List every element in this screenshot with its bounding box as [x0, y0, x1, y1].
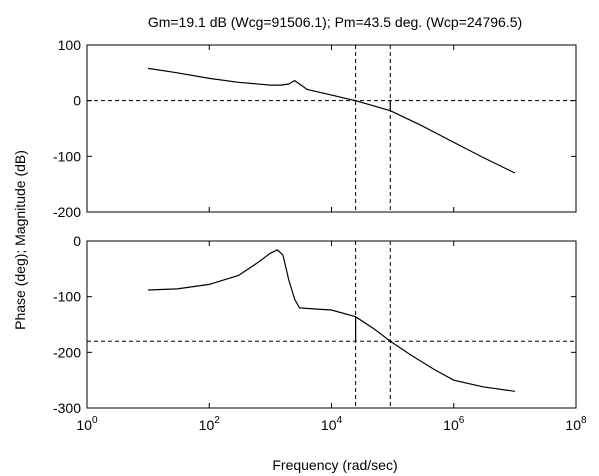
- mag-y-tick-label: -100: [53, 148, 81, 164]
- chart-title: Gm=19.1 dB (Wcg=91506.1); Pm=43.5 deg. (…: [148, 14, 522, 30]
- mag-y-tick-label: 0: [73, 93, 81, 109]
- x-axis-label: Frequency (rad/sec): [272, 457, 397, 473]
- phase-y-tick-label: -200: [53, 344, 81, 360]
- phase-y-tick-label: -300: [53, 400, 81, 416]
- mag-y-tick-label: 100: [58, 37, 82, 53]
- x-tick-label: 108: [565, 415, 587, 433]
- x-tick-label: 102: [199, 415, 221, 433]
- phase-y-tick-label: 0: [73, 233, 81, 249]
- phase-y-tick-label: -100: [53, 289, 81, 305]
- phase-axes-box: [86, 240, 577, 409]
- y-axis-label: Phase (deg); Magnitude (dB): [12, 150, 28, 330]
- phase-series-line: [148, 249, 515, 392]
- x-tick-label: 104: [321, 415, 343, 433]
- mag-y-tick-label: -200: [53, 204, 81, 220]
- x-tick-label: 100: [76, 415, 98, 433]
- magnitude-plot: 100 0 -100 -200: [53, 37, 577, 220]
- mag-series-line: [148, 67, 516, 174]
- x-tick-label: 106: [443, 415, 465, 433]
